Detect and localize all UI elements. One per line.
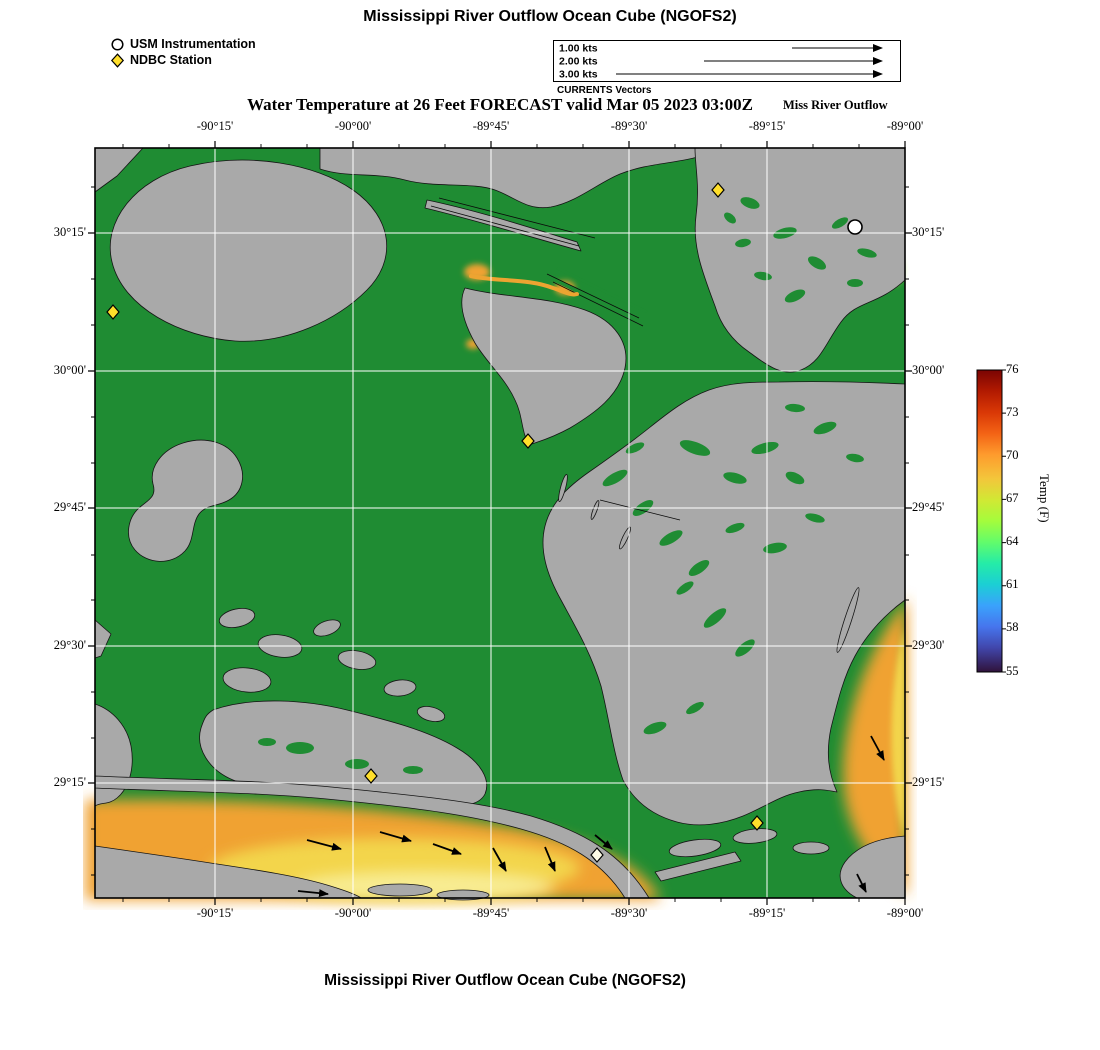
usm-legend-label: USM Instrumentation <box>130 37 256 51</box>
y-tick-left-1: 30°00' <box>53 363 86 377</box>
colorbar-ticks <box>1002 369 1006 673</box>
colorbar-tick-67: 67 <box>1006 491 1019 505</box>
x-tick-top-2: -89°45' <box>472 119 510 133</box>
colorbar-tick-76: 76 <box>1006 362 1019 376</box>
ndbc-station-marker <box>364 768 378 784</box>
x-tick-top-3: -89°30' <box>610 119 648 133</box>
y-tick-left-0: 30°15' <box>53 225 86 239</box>
ndbc-station-marker-open <box>590 847 604 863</box>
x-tick-top-5: -89°00' <box>886 119 924 133</box>
current-speed-label-1kt: 1.00 kts <box>559 43 598 55</box>
y-tick-left-2: 29°45' <box>53 500 86 514</box>
temperature-map <box>85 141 912 905</box>
x-tick-top-4: -89°15' <box>748 119 786 133</box>
ndbc-station-marker <box>750 815 764 831</box>
currents-legend: 1.00 kts 2.00 kts 3.00 kts <box>553 40 901 82</box>
y-tick-right-1: 30°00' <box>912 363 945 377</box>
waterway-lines <box>430 197 681 521</box>
y-tick-right-3: 29°30' <box>912 638 945 652</box>
axis-ticks <box>88 141 912 905</box>
colorbar-tick-61: 61 <box>1006 577 1019 591</box>
colorbar <box>976 369 1006 673</box>
y-tick-right-4: 29°15' <box>912 775 945 789</box>
usm-station-marker <box>847 219 863 235</box>
current-vectors <box>297 735 885 898</box>
y-tick-right-0: 30°15' <box>912 225 945 239</box>
ndbc-station-marker <box>521 433 535 449</box>
currents-legend-caption: CURRENTS Vectors <box>557 85 652 96</box>
y-tick-left-4: 29°15' <box>53 775 86 789</box>
colorbar-tick-58: 58 <box>1006 620 1019 634</box>
ndbc-station-icon <box>110 52 125 68</box>
warm-river-channel <box>469 274 579 297</box>
station-legend: USM Instrumentation NDBC Station <box>110 36 256 68</box>
x-tick-bottom-1: -90°00' <box>334 906 372 920</box>
ndbc-station-marker <box>106 304 120 320</box>
current-speed-label-3kt: 3.00 kts <box>559 69 598 81</box>
colorbar-gradient <box>976 369 1003 673</box>
marsh-water-patches <box>258 197 877 774</box>
current-speed-label-2kt: 2.00 kts <box>559 56 598 68</box>
ndbc-legend-item: NDBC Station <box>110 52 256 68</box>
land-region <box>94 147 906 901</box>
ndbc-legend-label: NDBC Station <box>130 53 212 67</box>
x-tick-bottom-0: -90°15' <box>196 906 234 920</box>
colorbar-tick-55: 55 <box>1006 664 1019 678</box>
colorbar-tick-70: 70 <box>1006 448 1019 462</box>
map-border <box>94 147 906 899</box>
x-tick-bottom-5: -89°00' <box>886 906 924 920</box>
figure-caption: Mississippi River Outflow Ocean Cube (NG… <box>324 972 686 989</box>
colorbar-tick-73: 73 <box>1006 405 1019 419</box>
usm-legend-item: USM Instrumentation <box>110 36 256 52</box>
region-label: Miss River Outflow <box>783 98 888 112</box>
ndbc-station-marker <box>711 182 725 198</box>
station-markers <box>106 182 863 863</box>
forecast-subtitle: Water Temperature at 26 Feet FORECAST va… <box>247 95 753 114</box>
colorbar-tick-64: 64 <box>1006 534 1019 548</box>
x-tick-top-0: -90°15' <box>196 119 234 133</box>
y-tick-right-2: 29°45' <box>912 500 945 514</box>
x-tick-bottom-2: -89°45' <box>472 906 510 920</box>
grid-lines <box>95 148 905 898</box>
figure-title: Mississippi River Outflow Ocean Cube (NG… <box>363 8 737 25</box>
y-tick-left-3: 29°30' <box>53 638 86 652</box>
usm-station-icon <box>111 37 124 51</box>
colorbar-label: Temp (F) <box>1037 474 1052 523</box>
x-tick-bottom-4: -89°15' <box>748 906 786 920</box>
x-tick-bottom-3: -89°30' <box>610 906 648 920</box>
x-tick-top-1: -90°00' <box>334 119 372 133</box>
